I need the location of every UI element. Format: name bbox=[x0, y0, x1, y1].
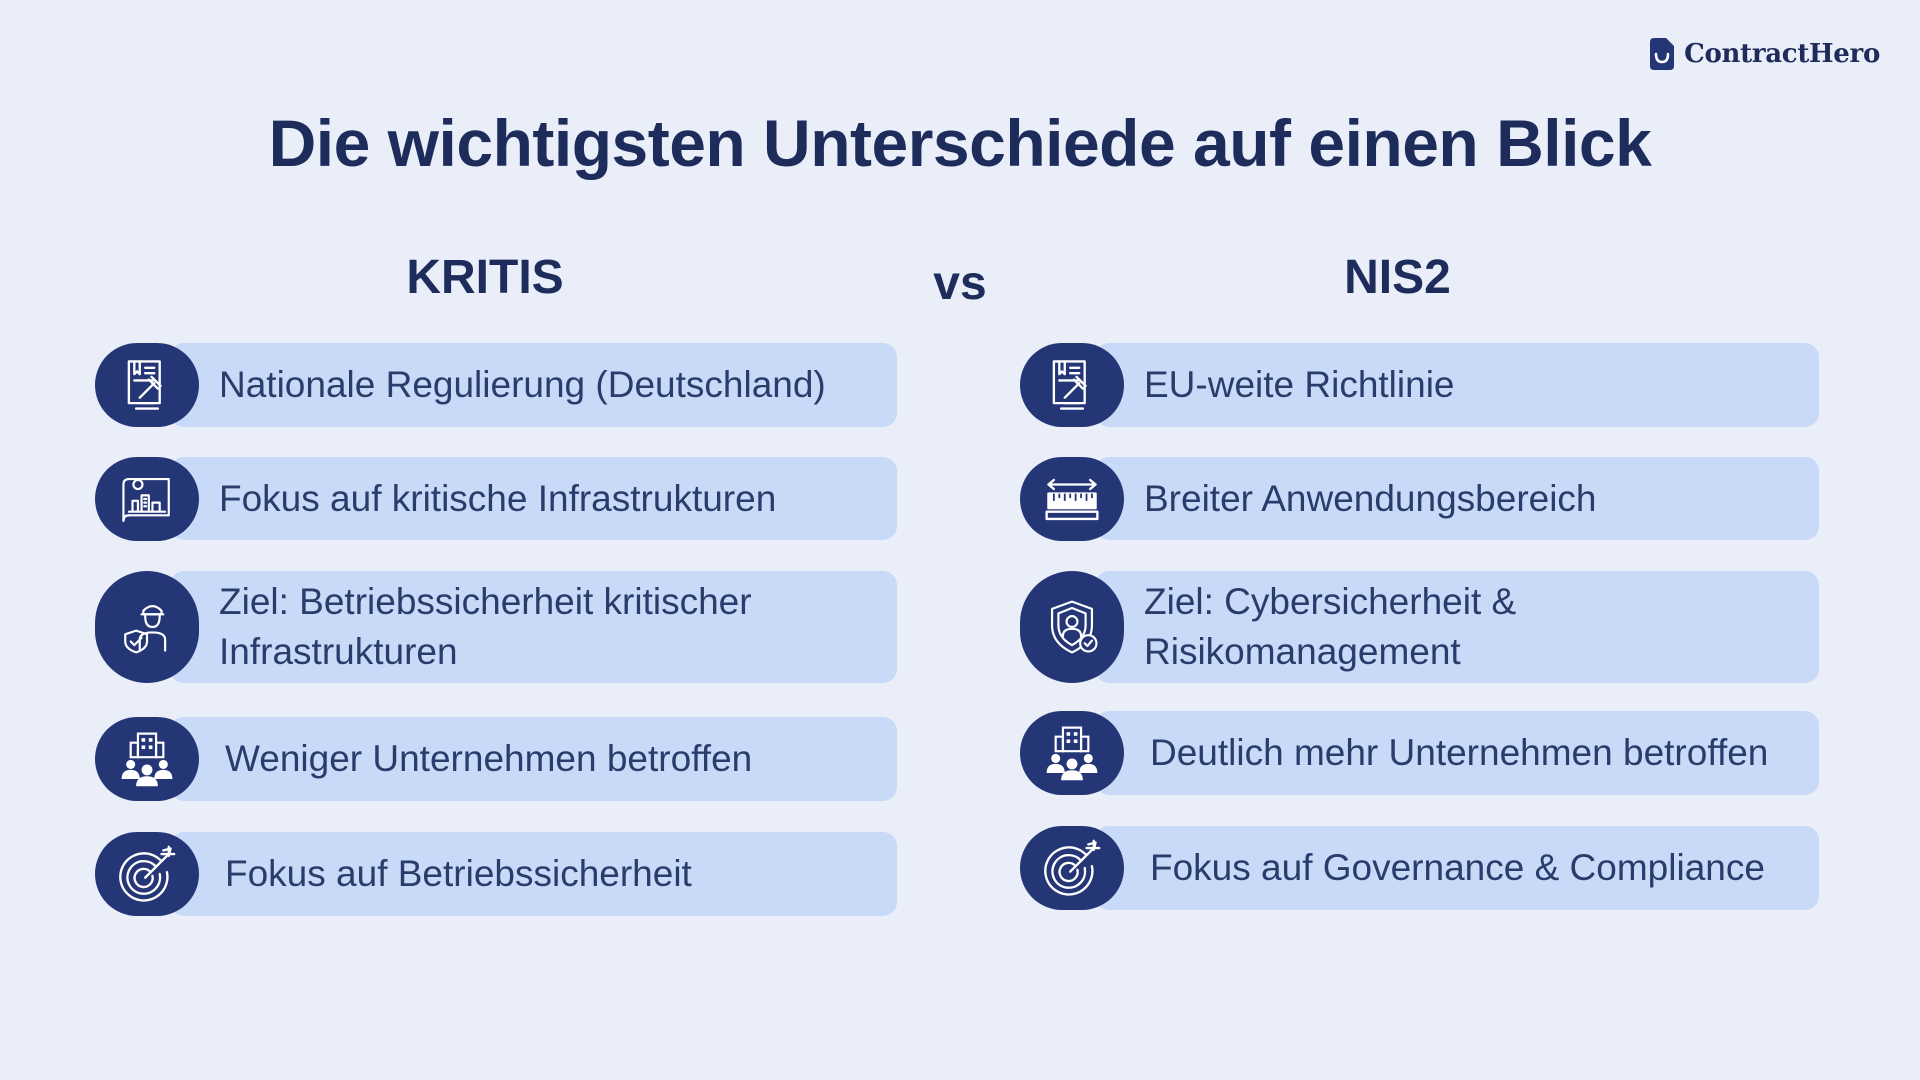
item-text: Ziel: Betriebssicherheit kritischer Infr… bbox=[219, 581, 752, 672]
icon-badge bbox=[1020, 456, 1124, 541]
target-arrow-icon bbox=[118, 845, 176, 903]
item-text: EU-weite Richtlinie bbox=[1144, 364, 1455, 405]
security-shield-user-icon bbox=[1043, 598, 1101, 656]
item-text: Ziel: Cybersicherheit & Risikomanagement bbox=[1144, 581, 1517, 672]
nis2-item-5: Fokus auf Governance & Compliance bbox=[1020, 826, 1819, 910]
kritis-item-5: Fokus auf Betriebssicherheit bbox=[95, 832, 897, 916]
kritis-item-4: Weniger Unternehmen betroffen bbox=[95, 717, 897, 801]
item-pill bbox=[1095, 343, 1819, 427]
icon-badge bbox=[95, 717, 199, 801]
item-pill bbox=[170, 571, 897, 683]
item-text: Nationale Regulierung (Deutschland) bbox=[219, 364, 826, 405]
law-book-gavel-icon bbox=[1043, 356, 1101, 414]
kritis-item-3: Ziel: Betriebssicherheit kritischer Infr… bbox=[95, 571, 897, 683]
item-pill bbox=[170, 832, 897, 916]
nis2-item-4: Deutlich mehr Unternehmen betroffen bbox=[1020, 711, 1819, 795]
kritis-item-2: Fokus auf kritische Infrastrukturen bbox=[95, 456, 897, 541]
brand-logo: ContractHero bbox=[1648, 38, 1880, 70]
infrastructure-blueprint-icon bbox=[118, 470, 176, 528]
icon-badge bbox=[1020, 711, 1124, 795]
icon-badge bbox=[1020, 826, 1124, 910]
item-pill bbox=[170, 343, 897, 427]
building-people-icon bbox=[1043, 724, 1101, 782]
column-heading-nis2: NIS2 bbox=[1344, 251, 1451, 304]
nis2-item-3: Ziel: Cybersicherheit & Risikomanagement bbox=[1020, 571, 1819, 683]
icon-badge bbox=[95, 832, 199, 916]
item-text: Fokus auf kritische Infrastrukturen bbox=[219, 477, 777, 519]
icon-badge bbox=[95, 456, 199, 541]
item-pill bbox=[1095, 711, 1819, 795]
item-text: Fokus auf Governance & Compliance bbox=[1150, 847, 1765, 888]
item-pill bbox=[1095, 457, 1819, 540]
icon-badge bbox=[95, 571, 199, 683]
icon-badge bbox=[1020, 571, 1124, 683]
page-title: Die wichtigsten Unterschiede auf einen B… bbox=[268, 106, 1652, 180]
item-text: Fokus auf Betriebssicherheit bbox=[225, 853, 692, 894]
item-text: Weniger Unternehmen betroffen bbox=[225, 738, 753, 779]
nis2-item-2: Breiter Anwendungsbereich bbox=[1020, 456, 1819, 541]
item-pill bbox=[1095, 826, 1819, 910]
target-arrow-icon bbox=[1043, 839, 1101, 897]
law-book-gavel-icon bbox=[118, 356, 176, 414]
vs-label: vs bbox=[933, 257, 987, 310]
building-people-icon bbox=[118, 730, 176, 788]
nis2-item-1: EU-weite Richtlinie bbox=[1020, 343, 1819, 427]
item-pill bbox=[170, 457, 897, 540]
icon-badge bbox=[95, 343, 199, 427]
kritis-item-1: Nationale Regulierung (Deutschland) bbox=[95, 343, 897, 427]
ruler-measure-icon bbox=[1043, 470, 1101, 528]
item-pill bbox=[1095, 571, 1819, 683]
worker-shield-icon bbox=[118, 598, 176, 656]
column-heading-kritis: KRITIS bbox=[406, 251, 564, 304]
item-text: Breiter Anwendungsbereich bbox=[1144, 477, 1597, 519]
item-pill bbox=[170, 717, 897, 801]
item-text: Deutlich mehr Unternehmen betroffen bbox=[1150, 732, 1769, 773]
icon-badge bbox=[1020, 343, 1124, 427]
brand-name: ContractHero bbox=[1684, 39, 1880, 69]
document-logo-icon bbox=[1650, 38, 1675, 70]
